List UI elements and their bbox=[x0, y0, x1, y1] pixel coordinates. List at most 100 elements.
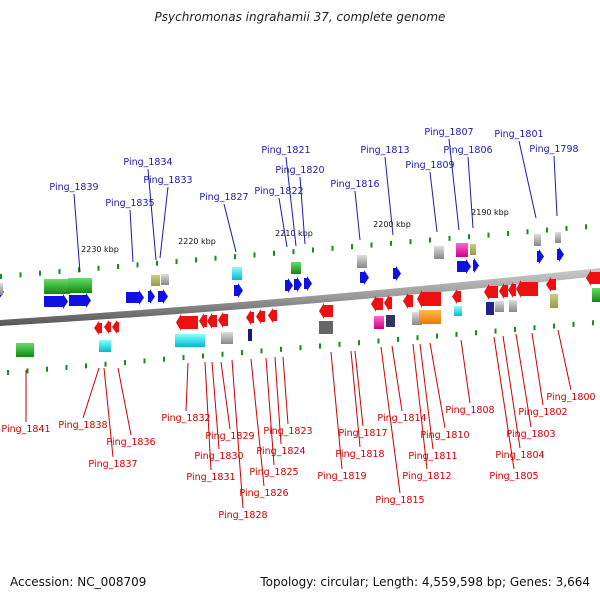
tick-mark bbox=[351, 244, 353, 250]
tick-mark bbox=[507, 230, 509, 236]
forward-gene-arrow bbox=[44, 294, 68, 309]
reverse-gene-arrow bbox=[94, 321, 102, 335]
leader-line bbox=[73, 193, 81, 273]
tick-mark bbox=[312, 247, 314, 253]
leader-line bbox=[278, 197, 288, 248]
reverse-gene-arrow bbox=[516, 280, 538, 298]
leader-line bbox=[274, 356, 282, 445]
leader-line bbox=[557, 329, 572, 391]
leader-line bbox=[429, 342, 446, 429]
leader-line bbox=[493, 336, 515, 470]
leader-line bbox=[467, 156, 474, 229]
tick-mark bbox=[390, 240, 392, 246]
tick-mark bbox=[182, 355, 185, 361]
reverse-gene-arrow bbox=[403, 293, 413, 309]
tick-mark bbox=[234, 254, 236, 260]
leader-line bbox=[282, 356, 289, 425]
tick-mark bbox=[377, 338, 380, 344]
tick-mark bbox=[7, 370, 9, 375]
tick-mark bbox=[338, 341, 341, 347]
tick-mark bbox=[494, 328, 497, 334]
reverse-gene-arrow bbox=[508, 282, 516, 298]
gene-label: Ping_1800 bbox=[546, 392, 595, 403]
leader-line bbox=[380, 346, 401, 494]
gene-box bbox=[232, 267, 242, 280]
gene-label: Ping_1837 bbox=[88, 459, 137, 470]
forward-gene-arrow bbox=[360, 270, 369, 285]
tick-mark bbox=[299, 345, 302, 351]
gene-label: Ping_1836 bbox=[106, 437, 155, 448]
forward-gene-arrow bbox=[234, 283, 243, 298]
gene-label: Ping_1809 bbox=[405, 160, 454, 171]
tick-mark bbox=[370, 242, 373, 248]
tick-mark bbox=[104, 361, 107, 367]
tick-mark bbox=[65, 365, 68, 371]
reverse-gene-arrow bbox=[371, 296, 383, 312]
leader-line bbox=[350, 350, 361, 448]
leader-line bbox=[211, 361, 220, 450]
forward-gene-arrow bbox=[304, 276, 312, 291]
scale-label: 2210 kbp bbox=[275, 229, 313, 238]
scale-ticks bbox=[0, 224, 594, 375]
gene-label: Ping_1801 bbox=[494, 129, 543, 140]
gene-label: Ping_1839 bbox=[49, 182, 98, 193]
gene-label: Ping_1828 bbox=[218, 510, 267, 521]
tick-mark bbox=[565, 225, 568, 231]
tick-mark bbox=[175, 259, 178, 265]
gene-label: Ping_1823 bbox=[263, 426, 312, 437]
tick-mark bbox=[514, 326, 516, 332]
tick-mark bbox=[448, 235, 451, 241]
tick-mark bbox=[26, 368, 29, 374]
gene-box bbox=[470, 244, 476, 255]
forward-gene-arrow bbox=[148, 289, 155, 304]
map-title: Psychromonas ingrahamii 37, complete gen… bbox=[154, 10, 446, 24]
forward-gene-arrow bbox=[285, 278, 293, 293]
forward-gene-arrow bbox=[457, 259, 471, 274]
leader-line bbox=[147, 168, 157, 261]
leader-line bbox=[220, 361, 231, 430]
tick-mark bbox=[358, 340, 360, 346]
gene-box bbox=[221, 332, 233, 344]
gene-label: Ping_1825 bbox=[249, 467, 298, 478]
gene-label: Ping_1798 bbox=[529, 144, 578, 155]
gene-label: Ping_1814 bbox=[377, 413, 426, 424]
leader-line bbox=[299, 176, 306, 245]
leader-line bbox=[204, 361, 212, 471]
tick-mark bbox=[468, 234, 470, 240]
leader-line bbox=[82, 367, 100, 419]
gene-box bbox=[412, 312, 422, 325]
tick-mark bbox=[280, 346, 282, 352]
leader-line bbox=[159, 186, 169, 259]
leader-line bbox=[518, 140, 537, 219]
genome-summary: Topology: circular; Length: 4,559,598 bp… bbox=[260, 575, 590, 589]
gene-box bbox=[386, 315, 395, 327]
gene-label: Ping_1813 bbox=[360, 145, 409, 156]
reverse-gene-arrow bbox=[112, 320, 119, 334]
tick-mark bbox=[19, 272, 22, 278]
leader-line bbox=[460, 339, 471, 404]
leader-line bbox=[103, 367, 114, 458]
tick-mark bbox=[46, 366, 48, 372]
leader-lines bbox=[25, 138, 572, 509]
gene-label: Ping_1804 bbox=[495, 450, 544, 461]
forward-gene-arrow bbox=[69, 293, 91, 308]
gene-label: Ping_1829 bbox=[205, 431, 254, 442]
gene-box bbox=[161, 274, 169, 285]
gene-label: Ping_1826 bbox=[239, 488, 288, 499]
tick-mark bbox=[397, 336, 399, 342]
gene-label: Ping_1831 bbox=[186, 472, 235, 483]
tick-mark bbox=[273, 250, 275, 256]
scale-label: 2190 kbp bbox=[471, 208, 509, 217]
tick-mark bbox=[202, 353, 204, 359]
gene-label: Ping_1838 bbox=[58, 420, 107, 431]
gene-box bbox=[291, 262, 301, 274]
gene-label: Ping_1827 bbox=[199, 192, 248, 203]
forward-gene-arrow bbox=[557, 247, 564, 262]
tick-mark bbox=[319, 343, 321, 349]
tick-mark bbox=[533, 325, 536, 331]
tick-mark bbox=[124, 360, 126, 366]
tick-mark bbox=[585, 224, 587, 230]
gene-label: Ping_1835 bbox=[105, 198, 154, 209]
tick-mark bbox=[58, 269, 61, 275]
leader-line bbox=[429, 171, 438, 233]
